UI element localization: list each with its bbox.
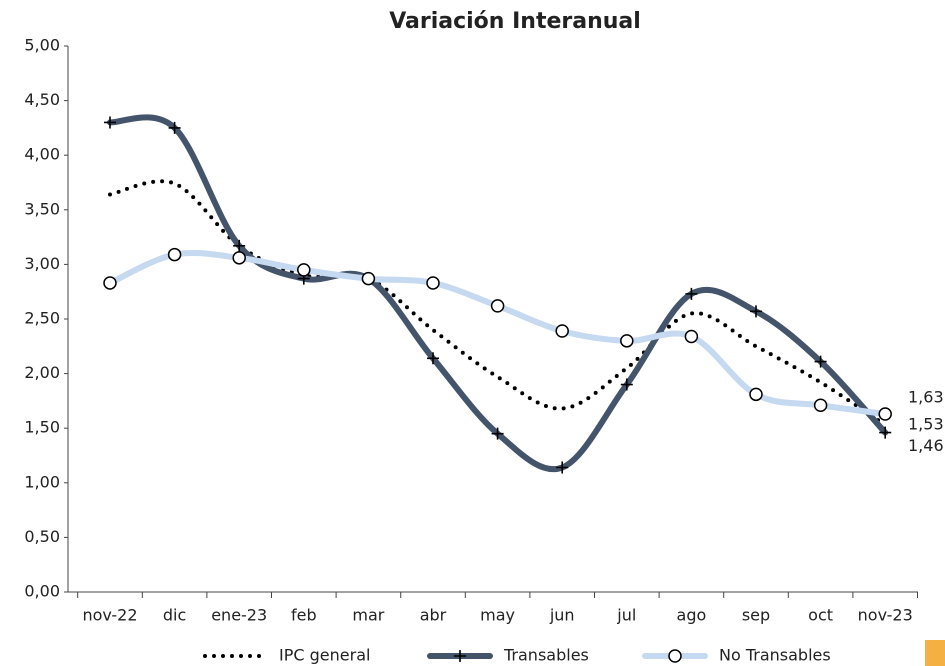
- plus-marker: [879, 426, 892, 439]
- plus-marker: [427, 352, 439, 365]
- y-tick-label: 3,50: [24, 199, 60, 218]
- y-tick-label: 0,50: [24, 527, 60, 546]
- circle-marker: [361, 271, 376, 286]
- x-tick-label: may: [480, 606, 515, 625]
- data-label: 1,63: [908, 388, 944, 407]
- y-tick-label: 0,00: [24, 582, 60, 601]
- x-tick-label: ago: [677, 606, 707, 625]
- x-tick-label: ene-23: [211, 606, 267, 625]
- y-tick-label: 5,00: [24, 36, 60, 55]
- plus-marker: [556, 461, 569, 474]
- x-tick-label: nov-22: [82, 606, 137, 625]
- plus-marker: [168, 121, 181, 134]
- circle-marker: [555, 324, 569, 338]
- y-tick-label: 1,50: [24, 418, 60, 437]
- data-label: 1,46: [908, 436, 944, 455]
- data-label: 1,53: [908, 414, 944, 433]
- x-tick-label: mar: [352, 606, 384, 625]
- legend-marker: [668, 649, 682, 663]
- chart-title: Variación Interanual: [389, 9, 641, 34]
- plus-marker: [685, 287, 698, 300]
- y-tick-label: 4,00: [24, 145, 60, 164]
- circle-marker: [426, 276, 440, 290]
- series-line: [107, 249, 889, 418]
- plus-marker: [750, 305, 762, 318]
- x-tick-label: jun: [549, 606, 575, 625]
- corner-decoration: [925, 640, 945, 666]
- plus-marker: [620, 378, 633, 391]
- x-tick-label: nov-23: [858, 606, 913, 625]
- circle-marker: [490, 299, 505, 313]
- plus-marker: [814, 355, 827, 368]
- series-line: [108, 179, 888, 427]
- circle-marker: [103, 276, 117, 290]
- circle-marker: [749, 387, 763, 402]
- circle-marker: [684, 329, 699, 344]
- series-line: [107, 114, 889, 473]
- circle-marker: [878, 407, 892, 421]
- circle-marker: [297, 263, 311, 277]
- x-tick-label: feb: [291, 606, 317, 625]
- plus-marker: [233, 239, 246, 252]
- legend-marker: [454, 650, 466, 662]
- x-tick-label: dic: [163, 606, 186, 625]
- y-tick-label: 2,00: [24, 363, 60, 382]
- circle-marker: [232, 251, 246, 265]
- y-tick-label: 3,00: [24, 254, 60, 273]
- x-tick-label: sep: [742, 606, 770, 625]
- legend-label: IPC general: [279, 646, 370, 665]
- y-tick-label: 2,50: [24, 309, 60, 328]
- plus-marker: [491, 427, 504, 440]
- y-tick-label: 1,00: [24, 472, 60, 491]
- plus-marker: [104, 116, 116, 129]
- y-tick-label: 4,50: [24, 90, 60, 109]
- x-tick-label: jul: [616, 606, 636, 625]
- circle-marker: [167, 247, 182, 262]
- x-tick-label: oct: [808, 606, 833, 625]
- legend-label: No Transables: [719, 646, 831, 665]
- legend-label: Transables: [503, 646, 589, 665]
- circle-marker: [813, 398, 828, 413]
- circle-marker: [620, 334, 634, 348]
- x-tick-label: abr: [420, 606, 447, 625]
